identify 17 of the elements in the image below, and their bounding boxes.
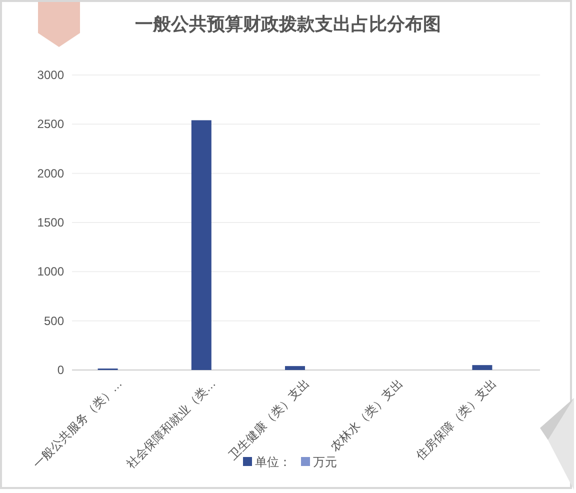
x-tick-label: 农林水（类）支出 — [328, 376, 406, 454]
bar — [472, 365, 492, 370]
y-tick-label: 2000 — [37, 166, 64, 180]
x-tick-label: 住房保障（类）支出 — [412, 376, 500, 464]
legend-label: 万元 — [313, 455, 337, 469]
y-tick-label: 1500 — [37, 216, 64, 230]
legend-label: 单位： — [255, 455, 291, 469]
x-tick-label: 社会保障和就业（类… — [124, 376, 219, 471]
y-tick-label: 1000 — [37, 264, 64, 279]
chart-title: 一般公共预算财政拨款支出占比分布图 — [135, 14, 441, 34]
y-tick-label: 0 — [57, 363, 64, 377]
y-tick-label: 3000 — [37, 68, 64, 82]
bar — [191, 120, 212, 370]
bar — [285, 366, 305, 370]
y-tick-label: 2500 — [37, 117, 64, 132]
y-tick-label: 500 — [44, 314, 64, 328]
x-tick-label: 一般公共服务（类）… — [30, 376, 125, 471]
